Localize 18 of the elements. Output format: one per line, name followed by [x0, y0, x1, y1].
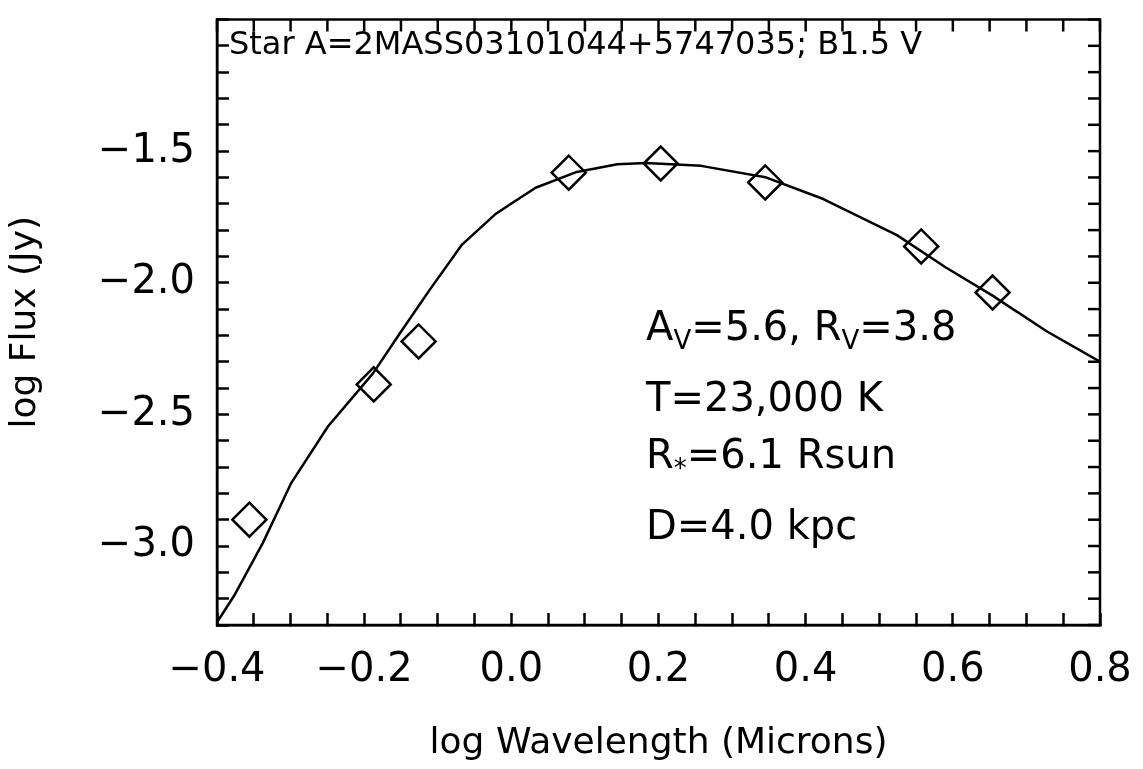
annotation: R$_{*}$=6.1 Rsun [646, 430, 897, 485]
y-tick-label: −3.0 [97, 519, 195, 566]
x-tick-label: 0.2 [626, 644, 691, 691]
annotation: A$_{V}$=5.6, R$_{V}$=3.8 [646, 302, 957, 357]
y-tick-label: −2.5 [97, 387, 195, 434]
x-tick-label: −0.4 [168, 644, 266, 691]
annotation: D=4.0 kpc [646, 501, 859, 550]
x-tick-label: 0.0 [479, 644, 544, 691]
x-tick-label: 0.8 [1068, 644, 1132, 691]
x-tick-label: −0.2 [315, 644, 413, 691]
x-axis-title: log Wavelength (Microns) [429, 719, 888, 761]
y-tick-label: −2.0 [97, 256, 195, 303]
x-tick-label: 0.6 [921, 644, 985, 691]
y-axis-title: log Flux (Jy) [1, 215, 43, 429]
x-tick-label: 0.4 [773, 644, 838, 691]
y-tick-label: −1.5 [97, 124, 195, 171]
chart-title: Star A=2MASS03101044+5747035; B1.5 V [229, 24, 923, 62]
annotation: T=23,000 K [646, 373, 885, 422]
